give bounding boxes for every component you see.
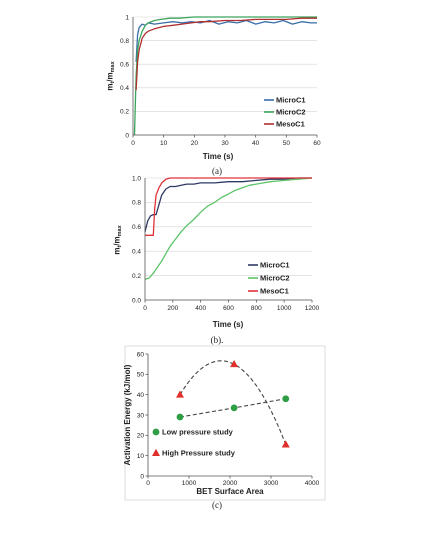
- chart-panel-a: 00.20.40.60.810 10 20 30 40 50 60 Time (s) mt/…: [106, 14, 321, 176]
- markers-c: [175, 359, 290, 448]
- x-tick-label: 800: [251, 305, 262, 312]
- x-tick-label: 2000: [223, 480, 238, 487]
- tick-labels-c: 0 10 20 30 40 50 60 0 1000 2000 3000 4000: [137, 351, 320, 487]
- y-tick-label: 0.2: [120, 109, 129, 116]
- y-tick-label: 0.6: [120, 62, 129, 69]
- y-tick-label: 0.8: [120, 38, 129, 45]
- axes-a: [132, 17, 318, 138]
- legend-label: MicroC1: [260, 261, 290, 270]
- y-tick-label: 40: [137, 392, 145, 399]
- y-axis-label-b: mt/mmax: [113, 224, 124, 254]
- gridlines-a: [133, 16, 317, 136]
- x-tick-label: 200: [167, 305, 178, 312]
- legend-label: MicroC1: [276, 96, 306, 105]
- y-tick-label: 0.8: [132, 200, 141, 207]
- y-axis-label-a: mt/mmax: [106, 60, 117, 90]
- y-axis-label-c: Activation Energy (kJ/mol): [123, 364, 132, 465]
- x-tick-label: 1000: [182, 480, 197, 487]
- y-tick-label: 0.0: [132, 297, 141, 304]
- caption-b: (b).: [211, 335, 224, 345]
- x-tick-label: 400: [195, 305, 206, 312]
- legend-c: Low pressure study High Pressure study: [152, 428, 236, 458]
- marker-triangle: [230, 359, 239, 368]
- plot-frame-c: [124, 345, 326, 501]
- legend-a: MicroC1 MicroC2 MesoC1: [264, 96, 306, 129]
- series-line-microc2: [133, 16, 317, 136]
- x-axis-label-c: BET Surface Area: [196, 487, 264, 496]
- chart-panel-b: 0.00.20.40.60.81.00 200 400 600 800 1000 1200 …: [113, 175, 320, 345]
- x-axis-label-a: Time (s): [203, 152, 234, 161]
- y-tick-label: 0.4: [132, 249, 141, 256]
- series-lines-b: [144, 177, 313, 280]
- y-tick-label: 1: [125, 14, 129, 21]
- legend-label: High Pressure study: [162, 449, 236, 458]
- caption-c: (c): [212, 500, 222, 510]
- legend-label: MicroC2: [260, 274, 290, 283]
- y-tick-label: 50: [137, 372, 145, 379]
- marker-circle: [282, 395, 290, 403]
- series-line-microc2: [144, 177, 313, 280]
- tick-labels-b: 0.0 0.2 0.4 0.6 0.8 1.0 0 200 400 600 800 1000 1200: [132, 175, 320, 312]
- x-tick-label: 0: [146, 480, 150, 487]
- x-tick-label: 20: [191, 140, 199, 147]
- y-tick-label: 30: [137, 412, 145, 419]
- legend-label: Low pressure study: [162, 428, 234, 437]
- marker-triangle: [152, 448, 160, 456]
- x-tick-label: 60: [313, 140, 321, 147]
- marker-circle: [230, 404, 238, 412]
- x-tick-label: 600: [223, 305, 234, 312]
- axes-c: [145, 353, 313, 479]
- legend-label: MesoC1: [260, 287, 289, 296]
- y-tick-label: 0.4: [120, 85, 129, 92]
- axes-b: [144, 178, 313, 303]
- x-axis-label-b: Time (s): [213, 320, 244, 329]
- series-line-mesoc1: [135, 17, 317, 91]
- y-tick-label: 0.2: [132, 273, 141, 280]
- y-tick-label: 0.6: [132, 224, 141, 231]
- x-tick-label: 0: [131, 140, 135, 147]
- marker-triangle: [175, 390, 184, 398]
- x-tick-label: 10: [160, 140, 168, 147]
- x-tick-label: 30: [221, 140, 229, 147]
- y-tick-label: 1.0: [132, 175, 141, 182]
- legend-label: MicroC2: [276, 108, 306, 117]
- marker-triangle: [281, 440, 290, 448]
- x-tick-label: 3000: [264, 480, 279, 487]
- series-line-mesoc1: [145, 177, 312, 236]
- marker-circle: [176, 413, 184, 421]
- chart-panel-c: 0 10 20 30 40 50 60 0 1000 2000 3000 4000 BET Surfa…: [123, 345, 326, 510]
- y-tick-label: 0: [140, 473, 144, 480]
- caption-a: (a): [212, 166, 222, 176]
- x-tick-label: 40: [252, 140, 260, 147]
- y-tick-label: 10: [137, 453, 145, 460]
- x-tick-label: 0: [143, 305, 147, 312]
- tick-labels-a: 00.20.40.60.810 10 20 30 40 50 60: [120, 14, 321, 147]
- x-tick-label: 4000: [305, 480, 320, 487]
- y-tick-label: 0: [125, 132, 129, 139]
- series-lines-a: [133, 16, 317, 136]
- x-tick-label: 50: [283, 140, 291, 147]
- marker-circle: [152, 428, 160, 436]
- series-line-microc1: [144, 177, 312, 232]
- y-tick-label: 20: [137, 433, 145, 440]
- x-tick-label: 1200: [305, 305, 320, 312]
- y-tick-label: 60: [137, 351, 145, 358]
- x-tick-label: 1000: [277, 305, 292, 312]
- legend-label: MesoC1: [276, 120, 305, 129]
- legend-b: MicroC1 MicroC2 MesoC1: [248, 261, 290, 296]
